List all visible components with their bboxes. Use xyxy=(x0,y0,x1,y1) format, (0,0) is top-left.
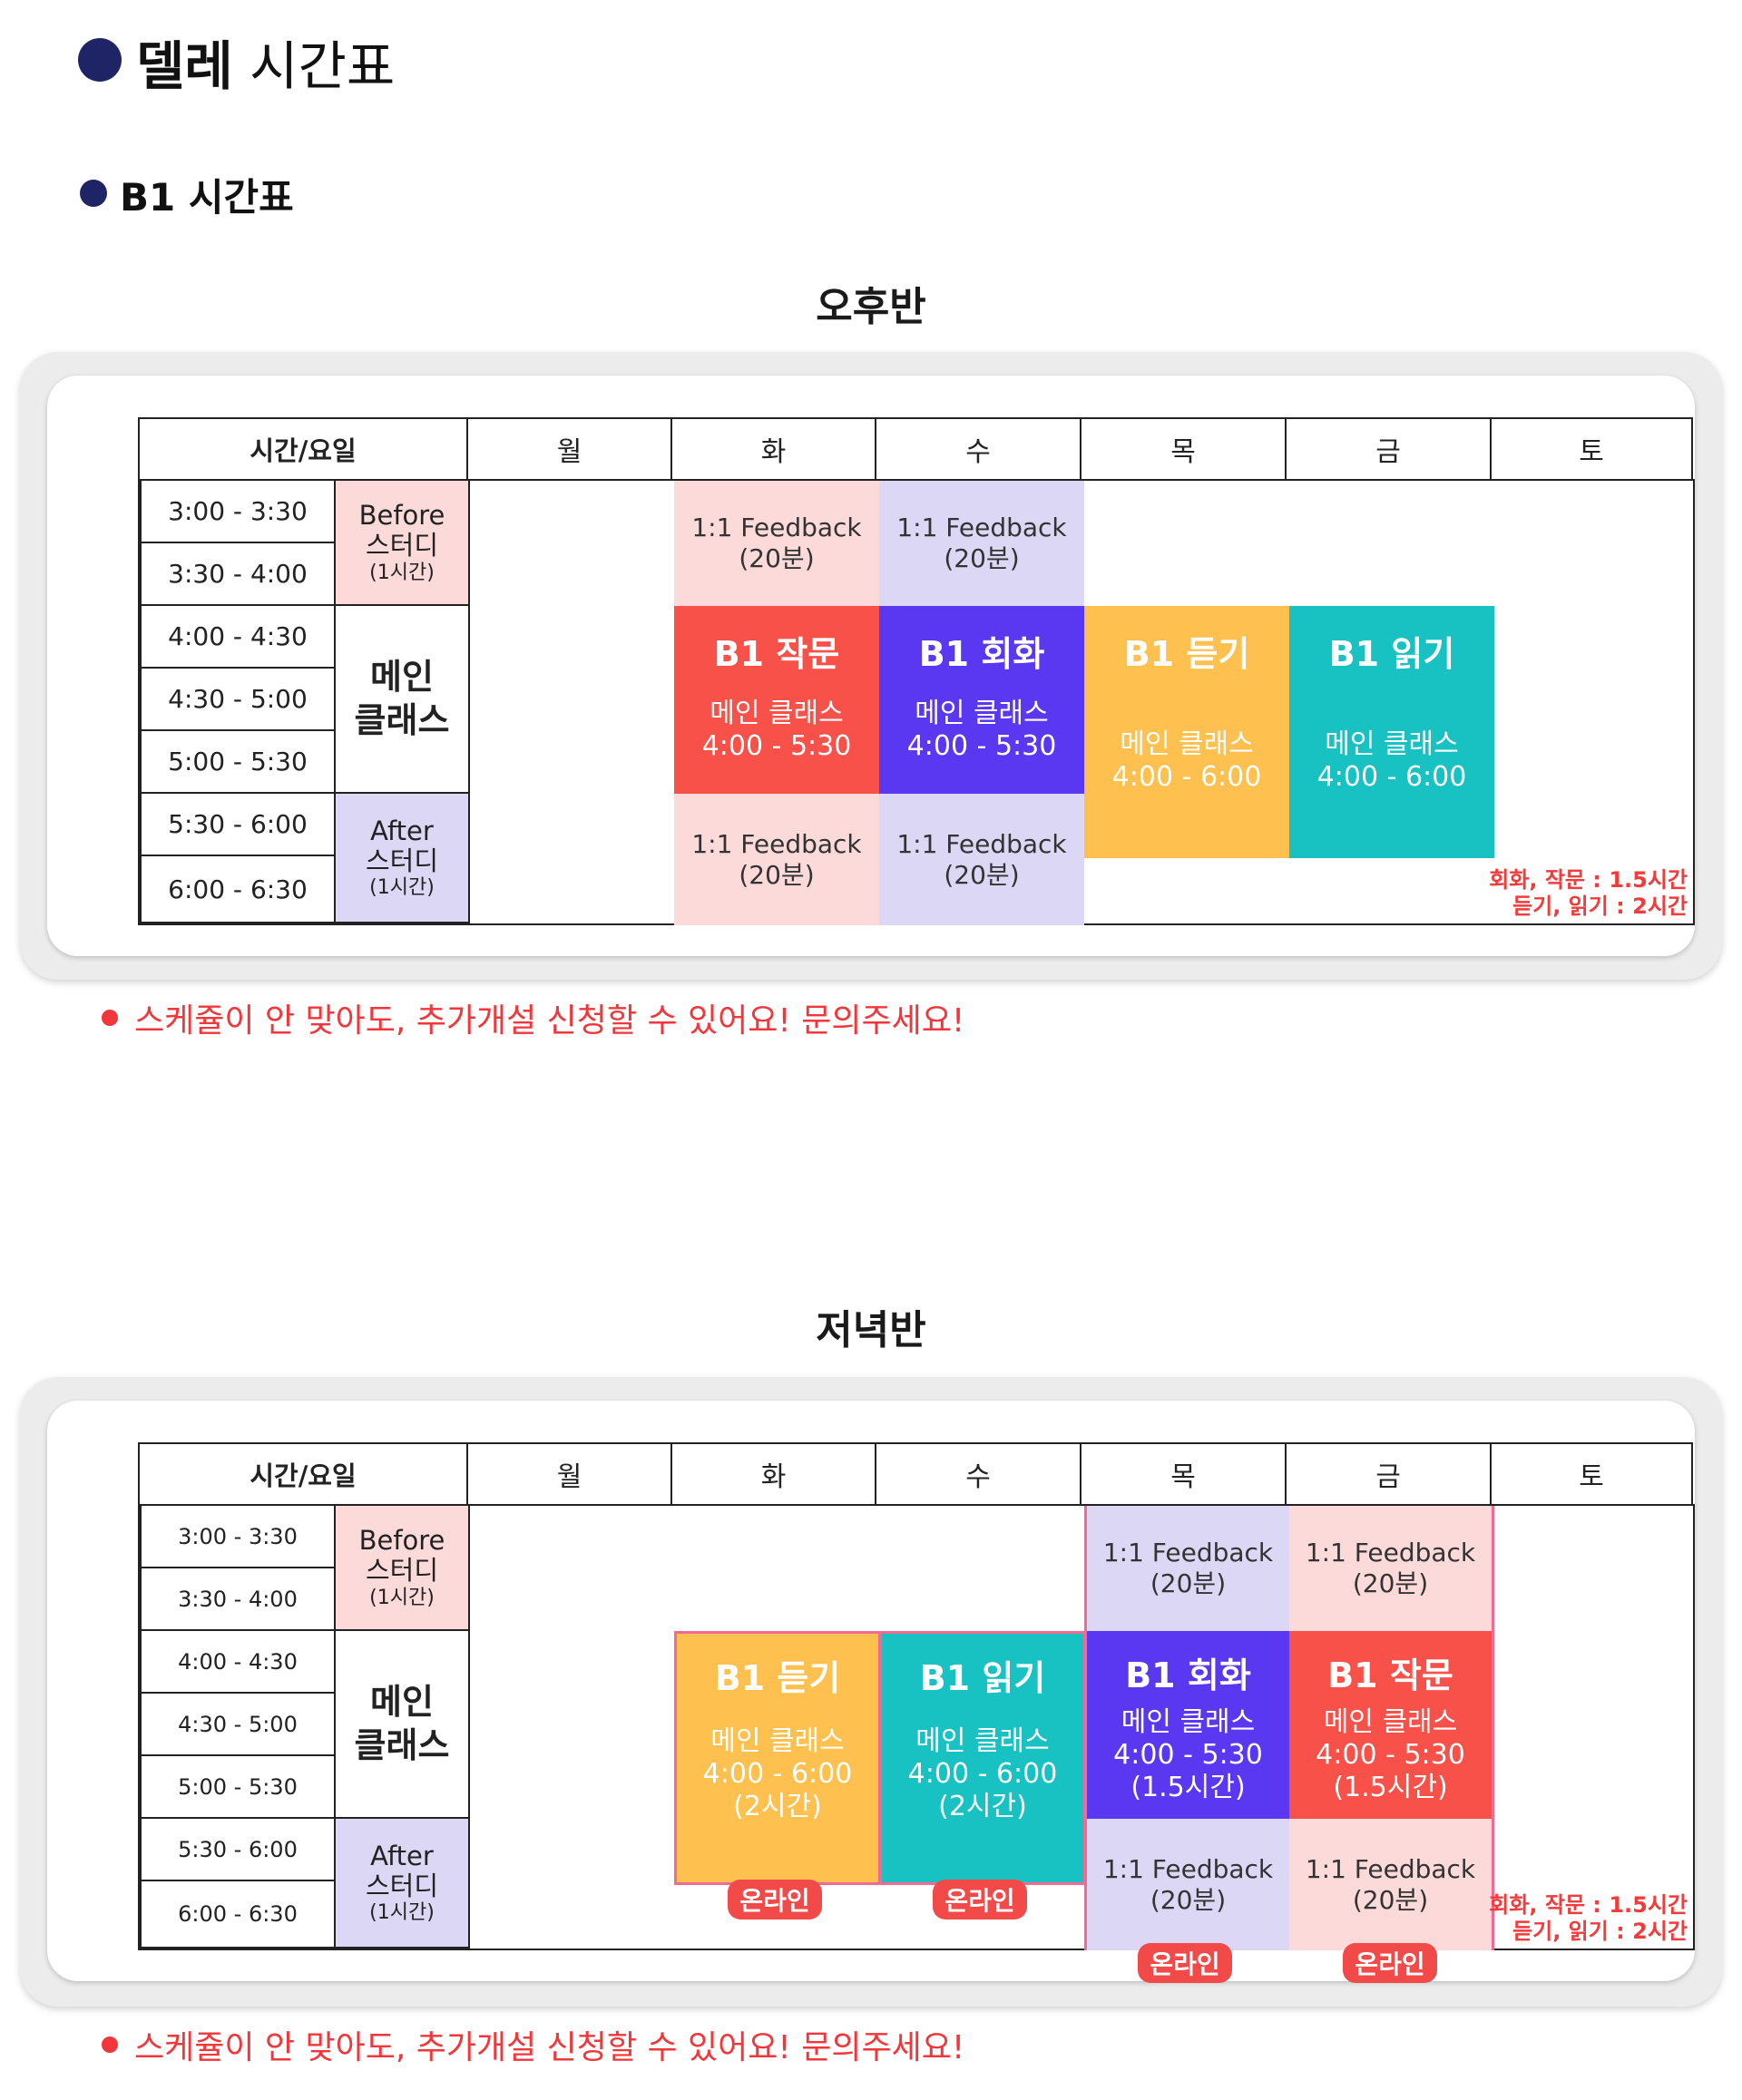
header-time-day: 시간/요일 xyxy=(138,1442,468,1506)
wed-course-reading: B1 읽기 메인 클래스 4:00 - 6:00 (2시간) xyxy=(879,1631,1086,1885)
tue-feedback-before: 1:1 Feedback (20분) xyxy=(674,481,879,606)
header-fri: 금 xyxy=(1285,1442,1492,1506)
time-slot: 4:00 - 4:30 xyxy=(140,1629,336,1694)
heading-bullet-icon xyxy=(78,38,122,82)
header-mon: 월 xyxy=(466,417,672,481)
timetable-body: 3:00 - 3:30 3:30 - 4:00 4:00 - 4:30 4:30… xyxy=(138,479,1695,925)
footer-bullet-icon xyxy=(102,1010,118,1026)
time-slot: 3:30 - 4:00 xyxy=(140,542,336,606)
time-slot: 5:30 - 6:00 xyxy=(140,1817,336,1881)
header-fri: 금 xyxy=(1285,417,1492,481)
subheading-bullet-icon xyxy=(80,180,107,207)
wed-course-conversation: B1 회화 메인 클래스 4:00 - 5:30 xyxy=(879,606,1084,794)
duration-note: 회화, 작문 : 1.5시간 듣기, 읽기 : 2시간 xyxy=(1489,867,1688,919)
header-time-day: 시간/요일 xyxy=(138,417,468,481)
afternoon-card: 시간/요일 월 화 수 목 금 토 3:00 - 3:30 3:30 - 4:0… xyxy=(47,376,1695,956)
time-slot: 3:30 - 4:00 xyxy=(140,1567,336,1631)
online-badge-fri: 온라인 xyxy=(1343,1943,1437,1983)
section-subtitle: B1 시간표 xyxy=(120,175,294,220)
time-slot: 3:00 - 3:30 xyxy=(140,1504,336,1568)
after-study-label: After 스터디 (1시간) xyxy=(334,1817,470,1949)
header-thu: 목 xyxy=(1080,417,1287,481)
wed-feedback-after: 1:1 Feedback (20분) xyxy=(879,794,1084,925)
timetable-body: 3:00 - 3:30 3:30 - 4:00 4:00 - 4:30 4:30… xyxy=(138,1504,1695,1950)
afternoon-timetable: 시간/요일 월 화 수 목 금 토 3:00 - 3:30 3:30 - 4:0… xyxy=(138,417,1695,925)
header-tue: 화 xyxy=(670,1442,876,1506)
time-slot: 4:00 - 4:30 xyxy=(140,604,336,669)
header-sat: 토 xyxy=(1490,1442,1693,1506)
online-badge-wed: 온라인 xyxy=(933,1880,1027,1919)
time-slot: 6:00 - 6:30 xyxy=(140,1880,336,1949)
online-badge-tue: 온라인 xyxy=(728,1880,822,1919)
header-thu: 목 xyxy=(1080,1442,1287,1506)
footer-bullet-icon xyxy=(102,2037,118,2053)
tue-feedback-after: 1:1 Feedback (20분) xyxy=(674,794,879,925)
evening-title: 저녁반 xyxy=(816,1307,926,1353)
thu-feedback-after: 1:1 Feedback (20분) xyxy=(1084,1819,1289,1950)
afternoon-title: 오후반 xyxy=(816,284,926,330)
evening-card: 시간/요일 월 화 수 목 금 토 3:00 - 3:30 3:30 - 4:0… xyxy=(47,1401,1695,1983)
before-study-label: Before 스터디 (1시간) xyxy=(334,1504,470,1631)
thu-course-listening: B1 듣기 메인 클래스 4:00 - 6:00 xyxy=(1084,606,1289,858)
evening-timetable: 시간/요일 월 화 수 목 금 토 3:00 - 3:30 3:30 - 4:0… xyxy=(138,1442,1695,1950)
thu-course-conversation: B1 회화 메인 클래스 4:00 - 5:30 (1.5시간) xyxy=(1084,1631,1289,1819)
time-slot: 5:00 - 5:30 xyxy=(140,1754,336,1819)
time-slot: 5:30 - 6:00 xyxy=(140,792,336,856)
thu-feedback-before: 1:1 Feedback (20분) xyxy=(1084,1506,1289,1631)
header-tue: 화 xyxy=(670,417,876,481)
online-badge-thu: 온라인 xyxy=(1138,1943,1232,1983)
duration-note: 회화, 작문 : 1.5시간 듣기, 읽기 : 2시간 xyxy=(1489,1892,1688,1944)
before-study-label: Before 스터디 (1시간) xyxy=(334,479,470,606)
evening-footer-note: 스케쥴이 안 맞아도, 추가개설 신청할 수 있어요! 문의주세요! xyxy=(102,2021,964,2068)
time-slot: 4:30 - 5:00 xyxy=(140,1692,336,1756)
header-mon: 월 xyxy=(466,1442,672,1506)
wed-feedback-before: 1:1 Feedback (20분) xyxy=(879,481,1084,606)
header-wed: 수 xyxy=(875,417,1081,481)
fri-feedback-after: 1:1 Feedback (20분) xyxy=(1289,1819,1494,1950)
time-slot: 6:00 - 6:30 xyxy=(140,855,336,923)
time-slot: 3:00 - 3:30 xyxy=(140,479,336,543)
tue-course-writing: B1 작문 메인 클래스 4:00 - 5:30 xyxy=(674,606,879,794)
time-slot: 5:00 - 5:30 xyxy=(140,729,336,794)
after-study-label: After 스터디 (1시간) xyxy=(334,792,470,923)
fri-feedback-before: 1:1 Feedback (20분) xyxy=(1289,1506,1494,1631)
main-class-label: 메인 클래스 xyxy=(334,604,470,794)
main-class-label: 메인 클래스 xyxy=(334,1629,470,1819)
time-slot: 4:30 - 5:00 xyxy=(140,667,336,731)
header-sat: 토 xyxy=(1490,417,1693,481)
fri-course-reading: B1 읽기 메인 클래스 4:00 - 6:00 xyxy=(1289,606,1494,858)
fri-course-writing: B1 작문 메인 클래스 4:00 - 5:30 (1.5시간) xyxy=(1289,1631,1494,1819)
header-wed: 수 xyxy=(875,1442,1081,1506)
page-title: 델레 시간표 xyxy=(136,35,396,97)
tue-course-listening: B1 듣기 메인 클래스 4:00 - 6:00 (2시간) xyxy=(674,1631,881,1885)
afternoon-footer-note: 스케쥴이 안 맞아도, 추가개설 신청할 수 있어요! 문의주세요! xyxy=(102,994,964,1041)
